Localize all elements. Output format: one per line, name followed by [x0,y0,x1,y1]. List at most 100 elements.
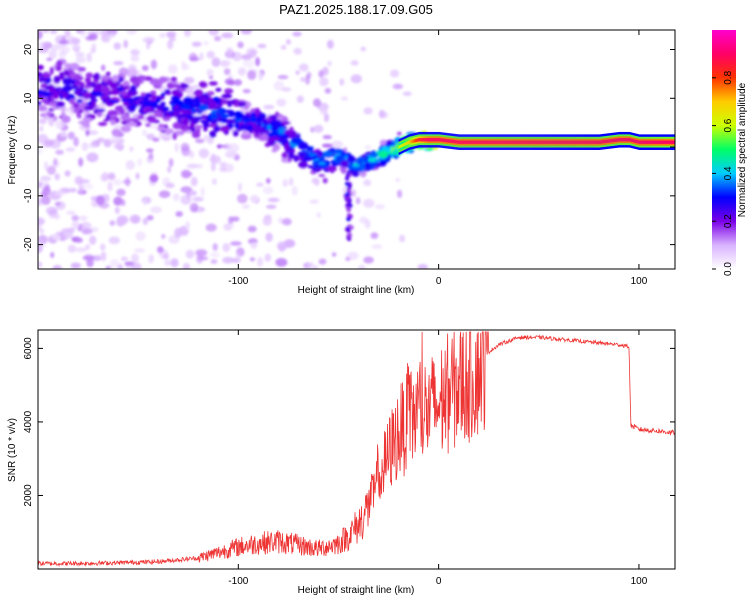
heatmap-cell [601,140,603,144]
heatmap-cell [420,138,422,142]
heatmap-cell [113,179,122,186]
heatmap-cell [490,140,492,144]
heatmap-cell [580,140,582,144]
heatmap-cell [96,108,106,113]
heatmap-cell [524,140,526,144]
heatmap-cell [172,193,180,202]
heatmap-cell [364,144,372,150]
heatmap-cell [86,152,99,163]
heatmap-cell [283,130,295,135]
heatmap-cell [144,37,156,42]
heatmap-cell [331,140,344,149]
heatmap-cell [452,139,454,144]
heatmap-cell [209,252,220,258]
heatmap-cell [207,91,215,96]
heatmap-cell [136,70,142,77]
heatmap-cell [571,140,573,144]
heatmap-cell [441,138,443,142]
heatmap-cell [444,138,446,143]
heatmap-cell [180,169,192,179]
heatmap-cell [291,185,298,196]
heatmap-cell [62,85,73,92]
heatmap-cell [572,140,574,144]
heatmap-cell [520,140,522,144]
heatmap-cell [340,165,347,174]
heatmap-cell [591,140,593,144]
heatmap-cell [413,139,415,143]
heatmap-cell [88,142,97,149]
heatmap-cell [179,83,189,89]
heatmap-cell [649,140,652,144]
heatmap-cell [489,140,491,144]
heatmap-cell [135,78,141,85]
heatmap-cell [581,140,583,144]
heatmap-cell [167,64,178,74]
heatmap-cell [495,140,497,144]
heatmap-cell [114,206,120,214]
heatmap-cell [455,140,457,144]
heatmap-cell [66,210,76,215]
heatmap-cell [142,198,148,206]
heatmap-cell [78,186,84,195]
heatmap-cell [85,244,90,250]
heatmap-cell [189,190,197,196]
heatmap-cell [210,153,216,164]
heatmap-cell [643,140,646,144]
heatmap-cell [54,201,62,206]
heatmap-cell [58,50,67,59]
heatmap-cell [105,114,111,121]
heatmap-cell [345,226,350,231]
heatmap-cell [513,140,515,144]
heatmap-cell [149,124,160,129]
heatmap-cell [126,122,138,127]
heatmap-cell [109,220,116,226]
heatmap-cell [70,262,81,269]
heatmap-cell [662,140,665,144]
heatmap-cell [51,106,61,110]
heatmap-cell [141,129,148,137]
heatmap-cell [192,84,199,89]
heatmap-cell [141,65,149,71]
x-tick-label: 0 [436,276,442,287]
heatmap-cell [107,172,116,181]
heatmap-cell [297,142,309,150]
heatmap-cell [469,140,471,144]
snr-frame [37,329,676,570]
heatmap-cell [75,56,86,64]
heatmap-cell [430,138,432,142]
heatmap-cell [156,127,167,131]
heatmap-cell [40,195,51,206]
heatmap-cell [288,151,295,160]
heatmap-cell [262,216,272,226]
heatmap-cell [609,139,611,143]
x-tick-label: -100 [228,276,248,287]
heatmap-cell [621,138,624,142]
heatmap-cell [556,140,558,144]
heatmap-cell [116,215,129,225]
heatmap-cell [399,144,401,149]
heatmap-cell [134,248,146,253]
heatmap-cell [196,163,203,169]
heatmap-cell [105,71,111,76]
heatmap-cell [364,162,371,169]
heatmap-cell [182,118,190,126]
heatmap-cell [67,35,76,45]
heatmap-cell [38,105,47,112]
heatmap-cell [82,255,95,261]
heatmap-cell [378,109,385,119]
heatmap-cell [313,98,321,107]
heatmap-cell [85,72,94,79]
heatmap-cell [126,30,138,35]
heatmap-cell [38,89,44,95]
heatmap-cell [245,124,254,132]
heatmap-cell [38,246,42,252]
heatmap-cell [230,241,242,246]
heatmap-cell [158,76,167,84]
heatmap-cell [298,161,308,169]
heatmap-cell [318,70,324,78]
heatmap-cell [659,140,662,144]
heatmap-cell [458,140,460,144]
heatmap-cell [273,80,285,91]
heatmap-cell [240,30,252,35]
snr-panel: -100 0 100 2000 4000 6000 Height of straight … [7,329,676,596]
